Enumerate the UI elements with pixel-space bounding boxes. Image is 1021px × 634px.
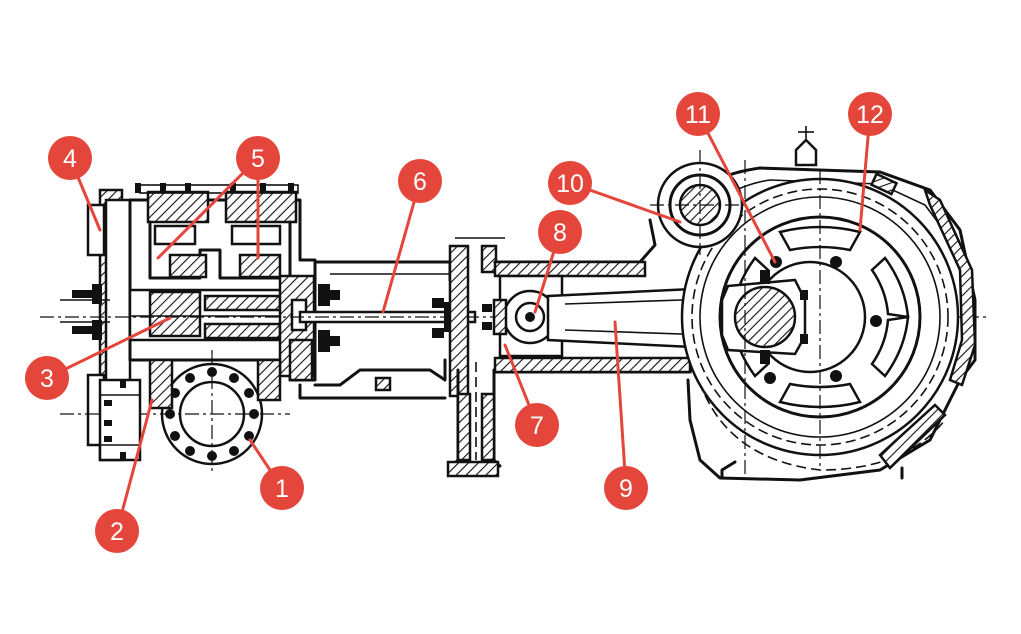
callout-marker xyxy=(515,403,559,447)
callout-marker xyxy=(260,466,304,510)
callout-12: 12 xyxy=(848,92,892,136)
power-frame xyxy=(680,126,977,482)
callout-label: 1 xyxy=(275,475,289,503)
callout-10: 10 xyxy=(548,161,592,205)
callout-marker xyxy=(236,136,280,180)
callout-6: 6 xyxy=(398,159,442,203)
callout-label: 7 xyxy=(530,412,544,440)
callout-8: 8 xyxy=(538,210,582,254)
callout-label: 6 xyxy=(413,168,427,196)
callout-2: 2 xyxy=(95,509,139,553)
callout-4: 4 xyxy=(48,136,92,180)
callout-label: 8 xyxy=(553,219,567,247)
callout-marker xyxy=(548,161,592,205)
callout-label: 10 xyxy=(556,170,584,198)
callout-label: 4 xyxy=(63,145,77,173)
callout-marker xyxy=(538,210,582,254)
fluid-end xyxy=(60,183,340,475)
callout-marker xyxy=(95,509,139,553)
callout-label: 9 xyxy=(619,475,633,503)
callout-7: 7 xyxy=(515,403,559,447)
callout-marker xyxy=(25,356,69,400)
callout-11: 11 xyxy=(676,92,720,136)
pinion-shaft xyxy=(650,150,750,255)
callout-3: 3 xyxy=(25,356,69,400)
callout-label: 5 xyxy=(251,145,265,173)
callout-marker xyxy=(604,466,648,510)
callout-label: 12 xyxy=(856,101,884,129)
callout-marker xyxy=(398,159,442,203)
callout-marker xyxy=(848,92,892,136)
callout-marker xyxy=(48,136,92,180)
callout-leaders xyxy=(45,112,872,533)
distance-piece xyxy=(40,237,990,478)
callout-marker xyxy=(676,92,720,136)
callout-label: 2 xyxy=(110,518,124,546)
crosshead-guide xyxy=(482,218,702,374)
callout-label: 11 xyxy=(685,101,711,129)
callout-1: 1 xyxy=(260,466,304,510)
callout-9: 9 xyxy=(604,466,648,510)
callout-5: 5 xyxy=(236,136,280,180)
callout-label: 3 xyxy=(40,365,54,393)
